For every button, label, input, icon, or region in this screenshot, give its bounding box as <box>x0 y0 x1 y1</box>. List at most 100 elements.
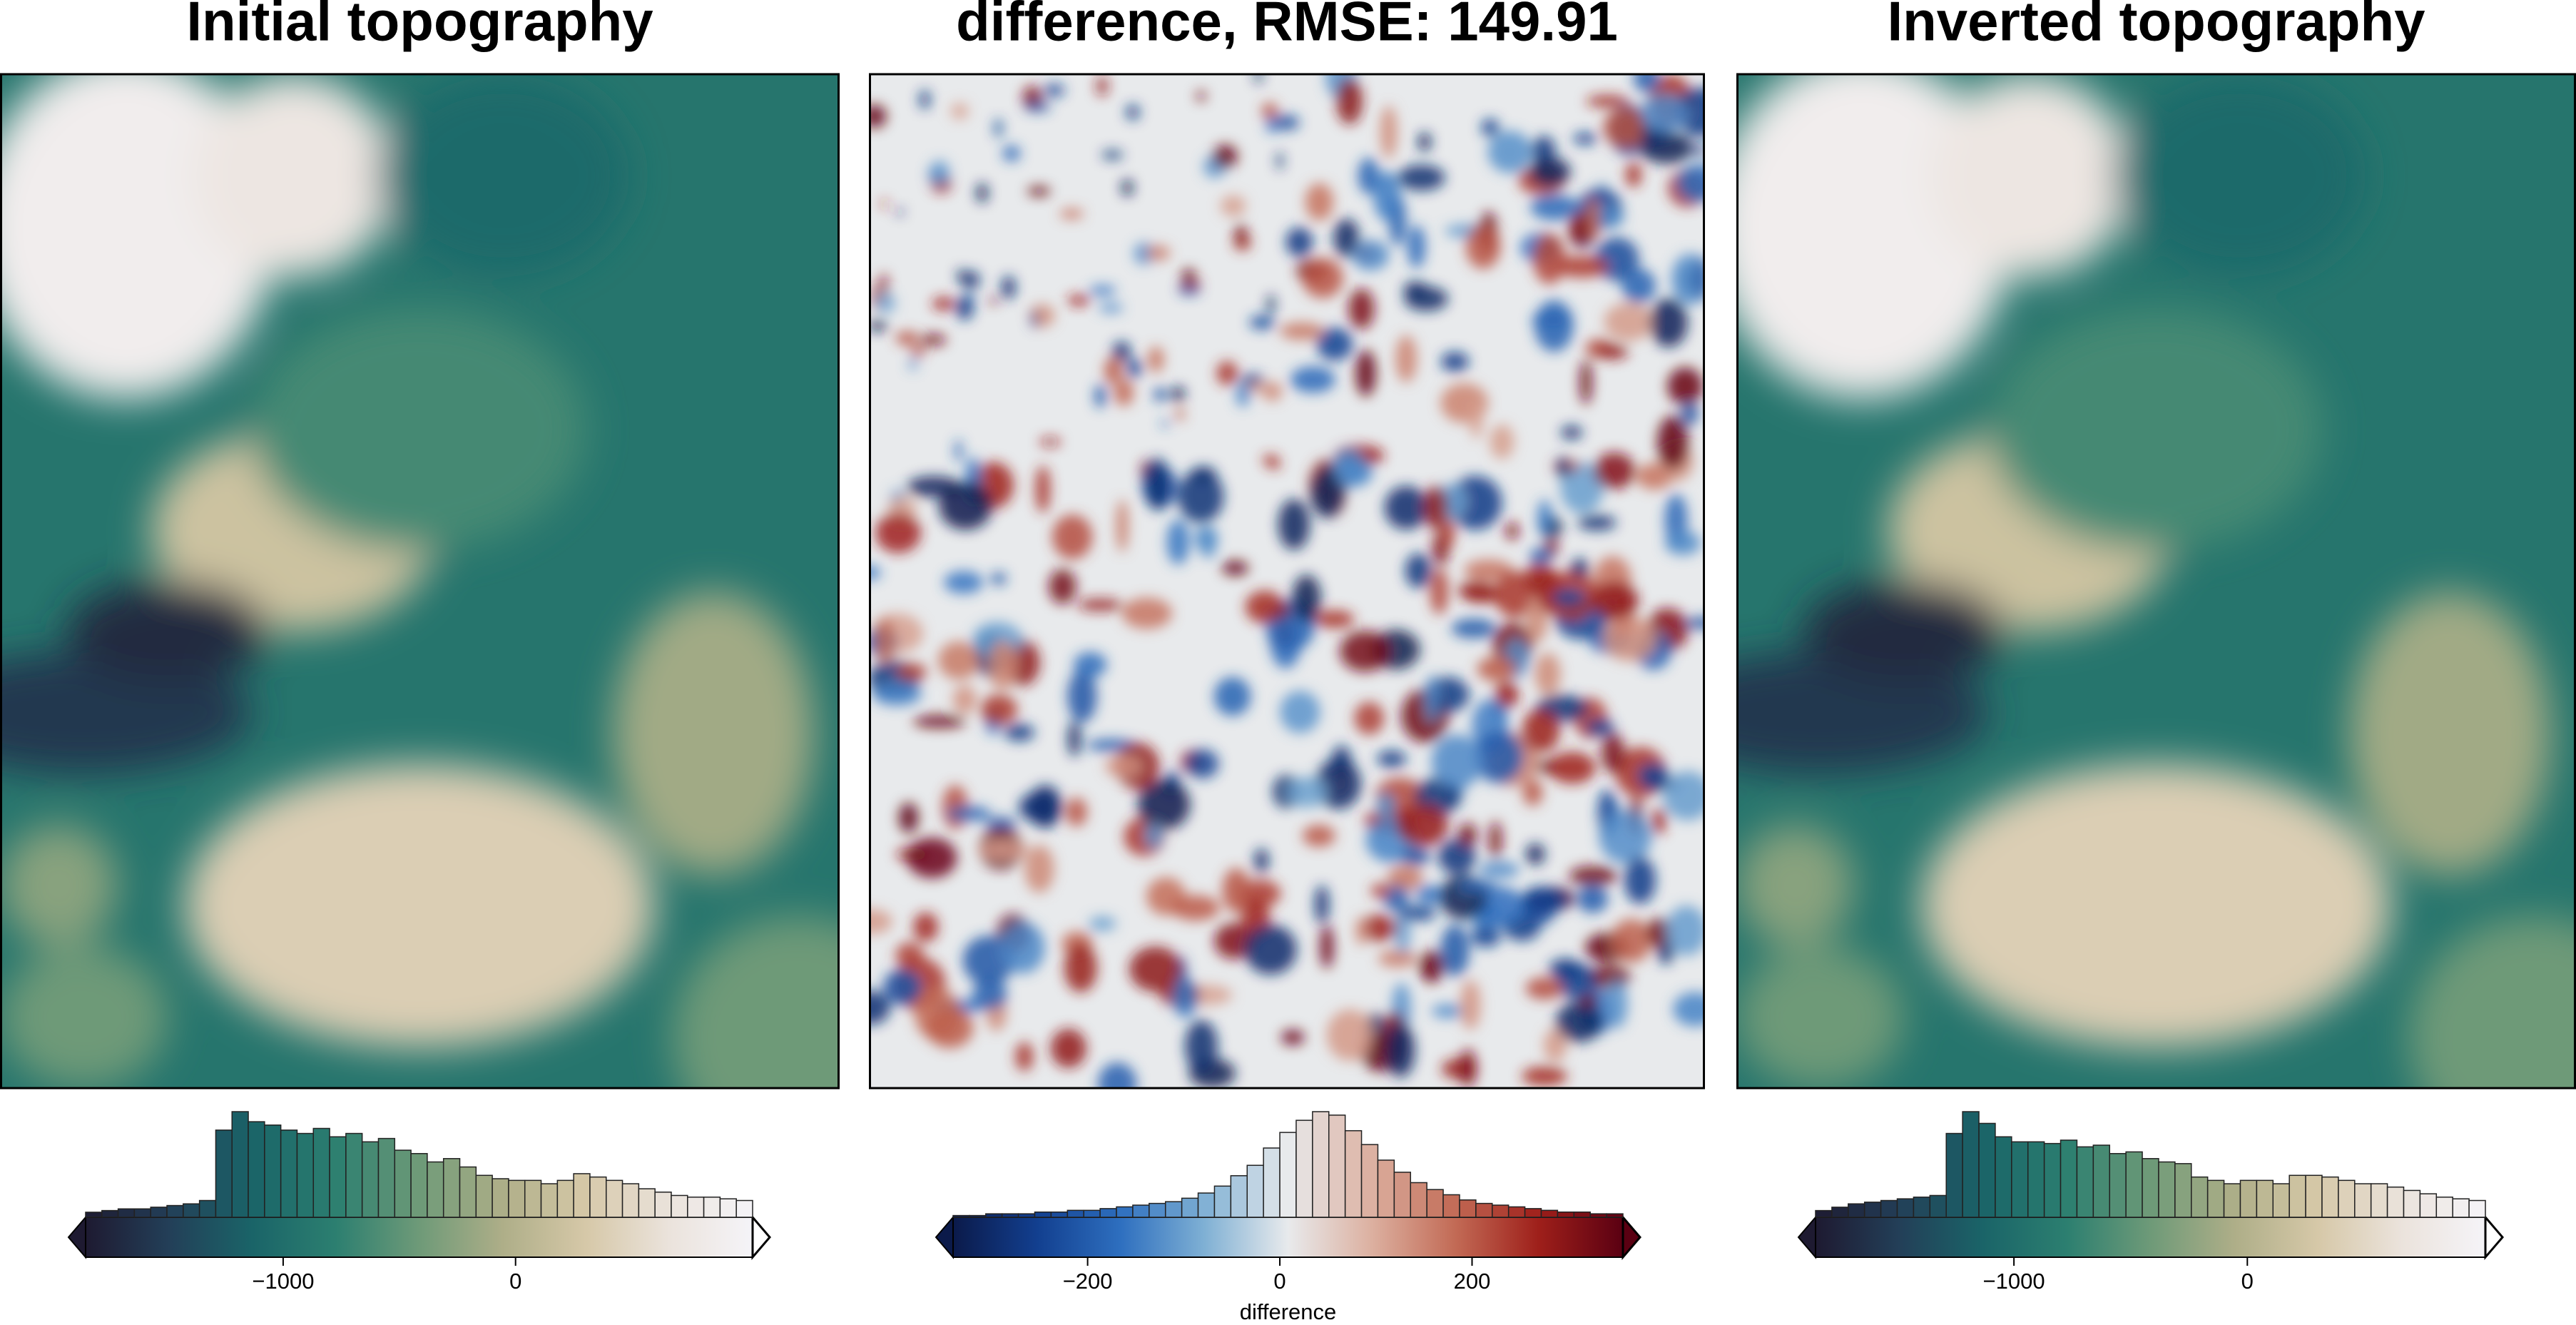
map-blob <box>1494 571 1535 618</box>
histogram-bar <box>1475 1202 1493 1218</box>
histogram-bar <box>1410 1182 1427 1218</box>
histogram-bar <box>150 1207 168 1218</box>
histogram-bar <box>2076 1146 2094 1218</box>
map-blob <box>1050 1028 1086 1068</box>
map-image <box>1736 74 2576 1088</box>
map-frame <box>1736 73 2576 1090</box>
map-blob <box>920 334 947 346</box>
colorbar-extend <box>2484 1214 2504 1261</box>
map-blob <box>1440 924 1470 977</box>
map-blob <box>1099 303 1124 313</box>
map-blob <box>1173 978 1198 1018</box>
histogram-bar <box>2092 1144 2110 1218</box>
histogram-bar <box>2354 1183 2372 1218</box>
colorbar-extend <box>935 1215 954 1259</box>
histogram-bar <box>1149 1202 1166 1218</box>
map-blob <box>990 572 1007 585</box>
map-blob <box>1354 701 1385 735</box>
panel-title: difference, RMSE: 149.91 <box>956 0 1618 53</box>
histogram-bar <box>2289 1174 2306 1218</box>
map-blob <box>1186 748 1219 779</box>
map-blob <box>972 978 1007 1010</box>
histogram-bar <box>1181 1197 1199 1218</box>
map-blob <box>1222 868 1251 913</box>
map-blob <box>1676 87 1705 138</box>
histogram-bar <box>377 1137 396 1218</box>
map-blob <box>1244 924 1297 975</box>
histogram-bar <box>312 1127 330 1218</box>
histogram-bar <box>1978 1122 1996 1218</box>
map-blob <box>1451 619 1497 639</box>
histogram-bar <box>2468 1199 2486 1218</box>
histogram-bar <box>2321 1176 2339 1218</box>
histogram-bar <box>589 1176 607 1218</box>
map-blob <box>1320 925 1334 969</box>
map-blob <box>1594 452 1635 489</box>
map-blob <box>67 581 269 683</box>
map-blob <box>872 681 922 706</box>
map-blob <box>1479 861 1520 878</box>
map-blob <box>1570 558 1589 577</box>
histogram-bar <box>1066 1209 1084 1218</box>
map-blob <box>1134 243 1154 265</box>
map-blob <box>1522 778 1543 806</box>
map-blob <box>1266 118 1279 133</box>
map-blob <box>1667 367 1704 406</box>
map-blob <box>1302 824 1335 847</box>
map-blob <box>1611 918 1652 963</box>
map-blob <box>1066 295 1091 306</box>
map-blob <box>895 942 924 969</box>
x-tick-label: 0 <box>509 1269 521 1294</box>
histogram-bar <box>2452 1198 2470 1218</box>
map-blob <box>976 183 988 203</box>
map-blob <box>1597 344 1629 360</box>
map-blob <box>1116 499 1129 552</box>
histogram-bar <box>361 1141 380 1218</box>
map-blob <box>1399 905 1437 921</box>
map-blob <box>1555 1001 1602 1042</box>
histogram-bar <box>1459 1199 1477 1218</box>
map-blob <box>1657 415 1689 469</box>
map-blob <box>1077 599 1123 611</box>
map-blob <box>977 840 1029 861</box>
histogram-bar <box>1034 1211 1052 1218</box>
map-blob <box>671 915 840 1088</box>
map-blob <box>1065 797 1087 827</box>
histogram-bar <box>1492 1204 1510 1218</box>
map-blob <box>1401 848 1430 865</box>
map-blob <box>882 969 922 1005</box>
histogram-bar <box>2305 1174 2323 1218</box>
map-blob <box>895 331 920 345</box>
map-blob <box>1148 346 1164 373</box>
map-blob <box>1457 880 1497 893</box>
map-blob <box>1395 335 1417 382</box>
histogram-bar <box>1295 1120 1313 1218</box>
map-blob <box>1489 821 1502 859</box>
map-blob <box>1470 399 1483 440</box>
map-blob <box>988 640 1017 691</box>
map-blob <box>1440 352 1470 372</box>
map-blob <box>1530 194 1579 220</box>
x-tick-label: 0 <box>1273 1269 1286 1294</box>
map-blob <box>1273 115 1300 131</box>
histogram-bar <box>703 1197 721 1218</box>
map-blob <box>1027 186 1051 196</box>
map-blob <box>947 806 991 821</box>
histogram-bar <box>1377 1159 1395 1218</box>
map-blob <box>1525 977 1563 1000</box>
map-blob <box>1603 108 1649 148</box>
map-blob <box>1098 1062 1137 1088</box>
map-blob <box>1255 74 1262 84</box>
map-blob <box>1340 630 1390 672</box>
map-blob <box>1316 328 1353 361</box>
map-blob <box>897 663 927 681</box>
histogram-bar <box>1279 1132 1297 1218</box>
histogram-bar <box>1083 1209 1101 1218</box>
map-blob <box>2408 915 2576 1088</box>
histogram-bar <box>198 1199 217 1218</box>
histogram-bar <box>1164 1201 1183 1218</box>
histogram-bar <box>1848 1203 1865 1218</box>
map-blob <box>1029 784 1062 828</box>
histogram-bar <box>2206 1179 2225 1218</box>
panel-title: Inverted topography <box>1887 0 2425 53</box>
